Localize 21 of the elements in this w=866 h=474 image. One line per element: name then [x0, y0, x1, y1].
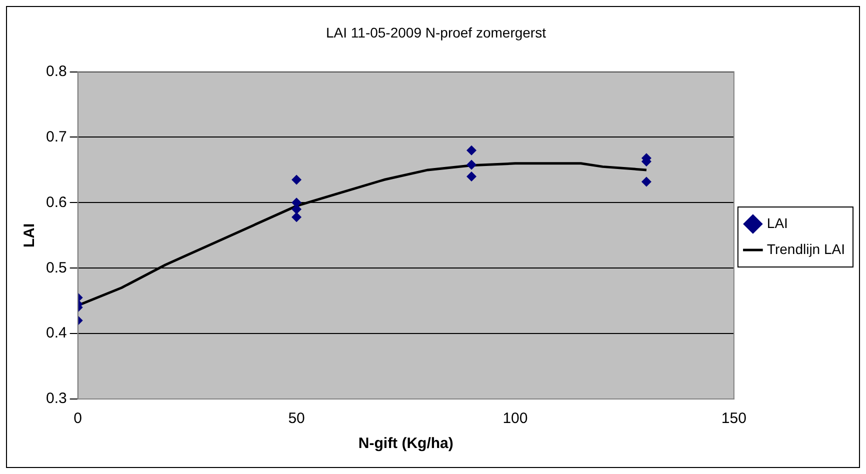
x-tick-label: 150: [721, 410, 746, 428]
chart-title: LAI 11-05-2009 N-proef zomergerst: [326, 24, 546, 40]
point: [641, 176, 652, 187]
y-tick-label: 0.8: [46, 62, 67, 80]
x-tick-label: 50: [288, 410, 305, 428]
point: [466, 172, 476, 182]
y-tick-label: 0.4: [46, 324, 67, 342]
point: [466, 145, 476, 156]
point: [292, 174, 302, 185]
y-axis-title: LAI: [21, 223, 38, 248]
y-tick-label: 0.5: [46, 259, 67, 276]
legend-label: LAI: [766, 214, 788, 231]
legend-label: Trendlijn LAI: [766, 240, 846, 257]
y-tick-label: 0.6: [46, 194, 67, 211]
point: [292, 212, 302, 222]
point: [466, 160, 476, 170]
y-tick-label: 0.7: [46, 128, 67, 146]
x-tick-label: 100: [502, 410, 528, 428]
x-axis-title: N-gift (Kg/ha): [358, 435, 454, 452]
x-tick-label: 0: [74, 410, 82, 428]
y-tick-label: 0.3: [46, 390, 67, 408]
